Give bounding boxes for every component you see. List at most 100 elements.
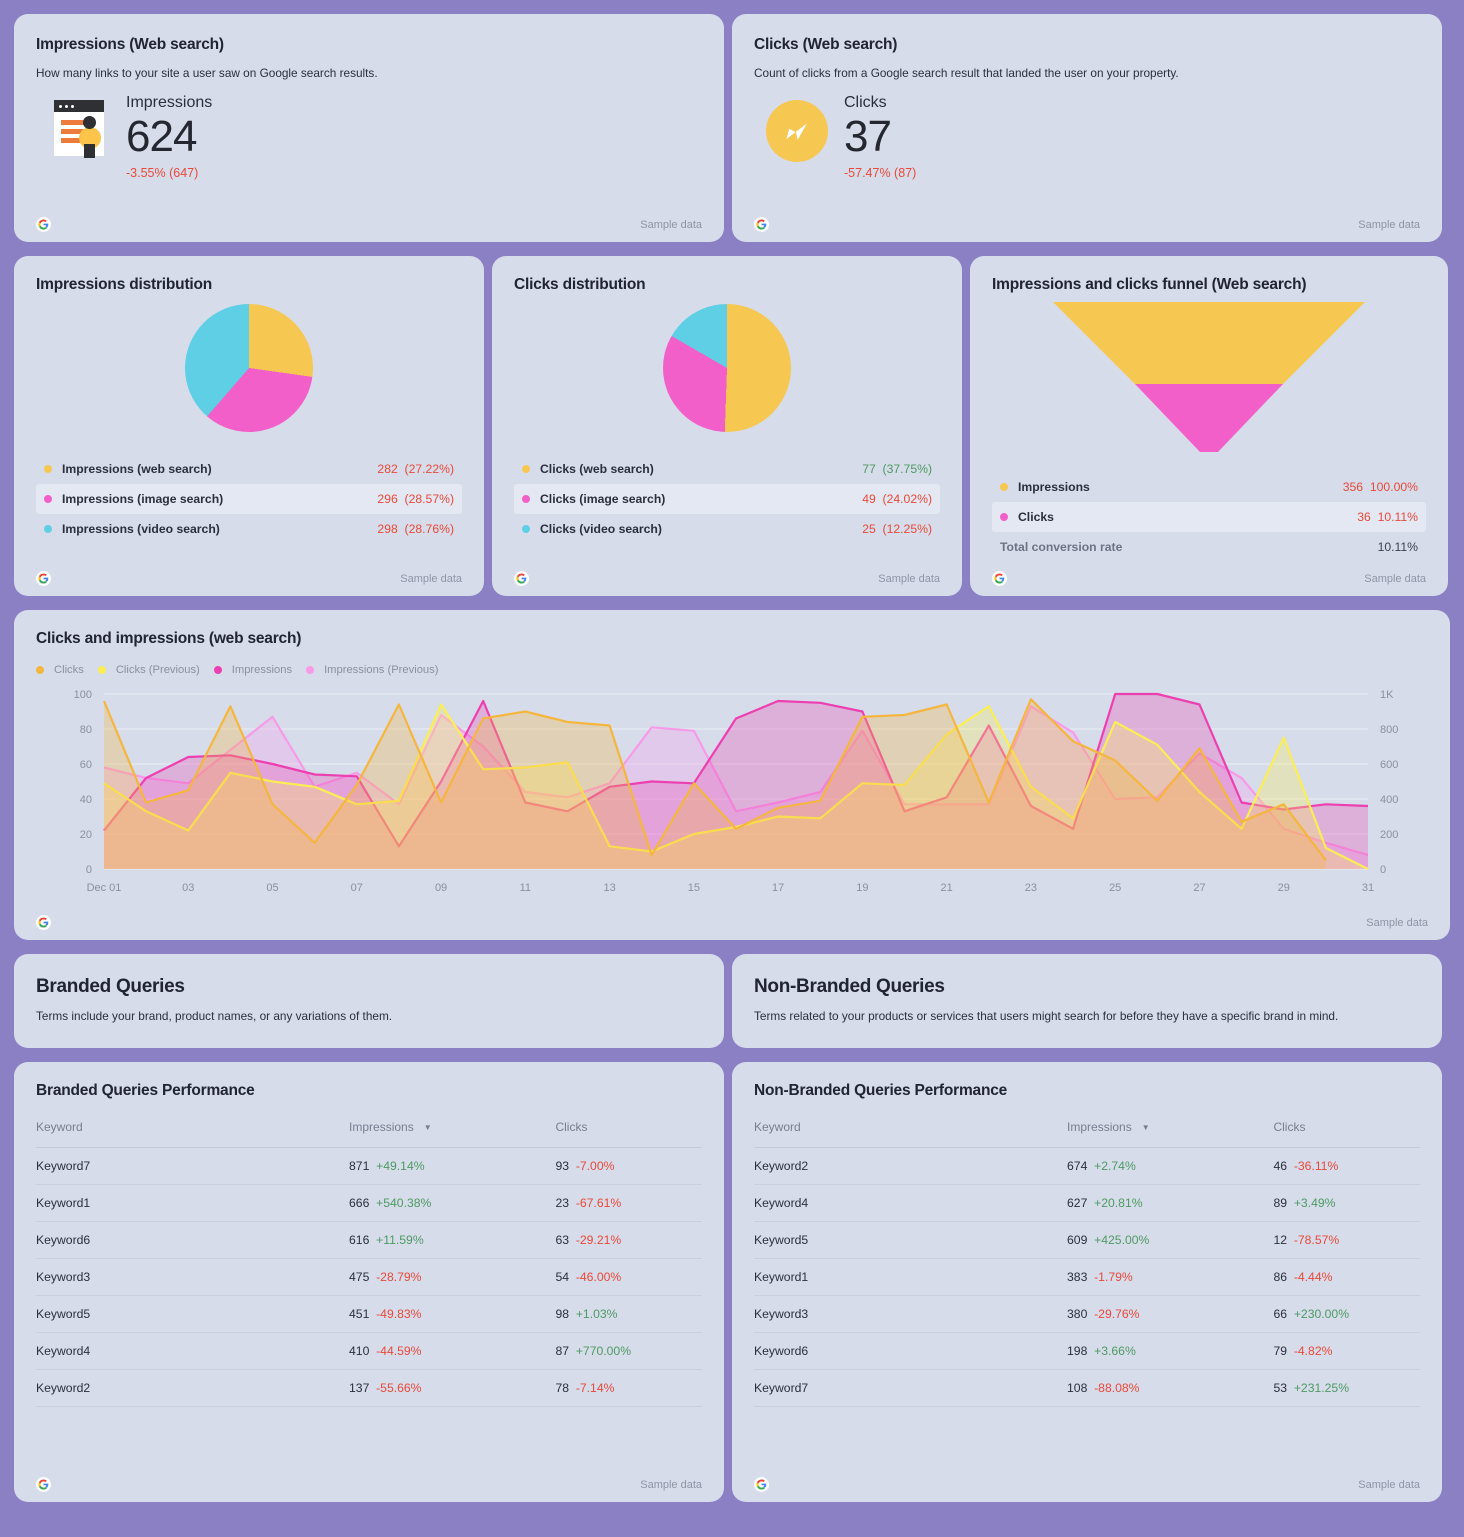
column-header-impressions[interactable]: Impressions ▼ bbox=[349, 1120, 556, 1148]
svg-text:1K: 1K bbox=[1380, 689, 1394, 701]
table-row[interactable]: Keyword6 616 +11.59% 63 -29.21% bbox=[36, 1221, 702, 1259]
table-row[interactable]: Keyword2 674 +2.74% 46 -36.11% bbox=[754, 1147, 1420, 1185]
cell-keyword: Keyword6 bbox=[754, 1332, 1068, 1370]
scorecard-impressions-description: How many links to your site a user saw o… bbox=[36, 66, 378, 80]
sample-data-label: Sample data bbox=[640, 218, 702, 231]
cell-clicks: 78 -7.14% bbox=[555, 1369, 702, 1407]
card-impressions-clicks-funnel[interactable]: Impressions and clicks funnel (Web searc… bbox=[970, 256, 1448, 596]
svg-text:800: 800 bbox=[1380, 724, 1398, 736]
legend-color-dot bbox=[1000, 513, 1008, 521]
legend-label: Impressions (image search) bbox=[62, 492, 224, 506]
svg-text:400: 400 bbox=[1380, 794, 1398, 806]
svg-text:60: 60 bbox=[80, 759, 92, 771]
column-header-impressions[interactable]: Impressions ▼ bbox=[1067, 1120, 1274, 1148]
total-conversion-rate-label: Total conversion rate bbox=[1000, 540, 1123, 554]
cell-impressions: 137 -55.66% bbox=[349, 1369, 556, 1407]
legend-item-impressions[interactable]: Impressions bbox=[213, 664, 292, 676]
cell-keyword: Keyword1 bbox=[754, 1258, 1068, 1296]
table-row[interactable]: Keyword5 451 -49.83% 98 +1.03% bbox=[36, 1295, 702, 1333]
table-row[interactable]: Keyword3 380 -29.76% 66 +230.00% bbox=[754, 1295, 1420, 1333]
table-row[interactable]: Keyword2 137 -55.66% 78 -7.14% bbox=[36, 1369, 702, 1407]
legend-color-dot bbox=[44, 465, 52, 473]
table-row[interactable]: Keyword3 475 -28.79% 54 -46.00% bbox=[36, 1258, 702, 1296]
table-row[interactable]: Keyword4 627 +20.81% 89 +3.49% bbox=[754, 1184, 1420, 1222]
table-row[interactable]: Keyword6 198 +3.66% 79 -4.82% bbox=[754, 1332, 1420, 1370]
table-row[interactable]: Keyword5 609 +425.00% 12 -78.57% bbox=[754, 1221, 1420, 1259]
svg-text:600: 600 bbox=[1380, 759, 1398, 771]
cell-impressions: 616 +11.59% bbox=[349, 1221, 556, 1259]
legend-item[interactable]: Clicks (image search) 49 (24.02%) bbox=[514, 484, 940, 514]
column-header-clicks[interactable]: Clicks bbox=[555, 1120, 702, 1148]
column-header-keyword[interactable]: Keyword bbox=[754, 1120, 1068, 1148]
cell-clicks: 89 +3.49% bbox=[1273, 1184, 1420, 1222]
cell-clicks: 98 +1.03% bbox=[555, 1295, 702, 1333]
scorecard-impressions-title: Impressions (Web search) bbox=[36, 36, 224, 53]
timeseries-plot: 0 20 40 60 80 100 0 200 400 600 800 1K Dec 01 03 05 07 0… bbox=[36, 686, 1428, 901]
card-clicks-impressions-timeseries[interactable]: Clicks and impressions (web search) Clic… bbox=[14, 610, 1450, 940]
legend-value: 356 100.00% bbox=[1342, 480, 1418, 494]
scorecard-impressions[interactable]: Impressions (Web search) How many links … bbox=[14, 14, 724, 242]
cell-impressions: 871 +49.14% bbox=[349, 1147, 556, 1185]
legend-item[interactable]: Clicks (web search) 77 (37.75%) bbox=[514, 454, 940, 484]
svg-text:100: 100 bbox=[74, 689, 92, 701]
table-row[interactable]: Keyword1 383 -1.79% 86 -4.44% bbox=[754, 1258, 1420, 1296]
scorecard-clicks-delta: -57.47% (87) bbox=[844, 166, 917, 181]
cell-impressions: 380 -29.76% bbox=[1067, 1295, 1274, 1333]
cell-impressions: 627 +20.81% bbox=[1067, 1184, 1274, 1222]
scorecard-clicks-title: Clicks (Web search) bbox=[754, 36, 898, 53]
sample-data-label: Sample data bbox=[1358, 218, 1420, 231]
scorecard-clicks-description: Count of clicks from a Google search res… bbox=[754, 66, 1179, 80]
legend-label: Clicks bbox=[54, 664, 84, 676]
legend-item[interactable]: Impressions (image search) 296 (28.57%) bbox=[36, 484, 462, 514]
legend-value: 282 (27.22%) bbox=[377, 462, 454, 476]
legend-value: 298 (28.76%) bbox=[377, 522, 454, 536]
card-nonbranded-queries-performance[interactable]: Non-Branded Queries Performance Keyword … bbox=[732, 1062, 1442, 1502]
cell-keyword: Keyword7 bbox=[754, 1369, 1068, 1407]
impressions-distribution-pie bbox=[36, 304, 462, 432]
legend-color-dot bbox=[213, 666, 222, 674]
table-header-row: Keyword Impressions ▼ Clicks bbox=[36, 1120, 702, 1148]
funnel-title: Impressions and clicks funnel (Web searc… bbox=[992, 276, 1307, 293]
impressions-distribution-legend: Impressions (web search) 282 (27.22%) Im… bbox=[36, 454, 462, 544]
scorecard-clicks[interactable]: Clicks (Web search) Count of clicks from… bbox=[732, 14, 1442, 242]
sample-data-label: Sample data bbox=[400, 572, 462, 585]
svg-text:0: 0 bbox=[1380, 864, 1386, 876]
legend-item[interactable]: Impressions (video search) 298 (28.76%) bbox=[36, 514, 462, 544]
legend-item-clicks-previous[interactable]: Clicks (Previous) bbox=[97, 664, 200, 676]
column-header-clicks[interactable]: Clicks bbox=[1273, 1120, 1420, 1148]
column-header-keyword[interactable]: Keyword bbox=[36, 1120, 350, 1148]
legend-item-clicks[interactable]: Clicks bbox=[36, 664, 84, 676]
clicks-distribution-legend: Clicks (web search) 77 (37.75%) Clicks (… bbox=[514, 454, 940, 544]
sort-descending-icon[interactable]: ▼ bbox=[1141, 1123, 1150, 1133]
google-logo-icon bbox=[992, 571, 1007, 586]
timeseries-legend: Clicks Clicks (Previous) Impressions Imp… bbox=[36, 664, 1428, 676]
legend-color-dot bbox=[44, 495, 52, 503]
svg-text:17: 17 bbox=[772, 882, 784, 894]
cell-clicks: 46 -36.11% bbox=[1273, 1147, 1420, 1185]
legend-item[interactable]: Impressions 356 100.00% bbox=[992, 472, 1426, 502]
card-clicks-distribution[interactable]: Clicks distribution Clicks (web search) … bbox=[492, 256, 962, 596]
table-row[interactable]: Keyword7 871 +49.14% 93 -7.00% bbox=[36, 1147, 702, 1185]
sample-data-label: Sample data bbox=[1358, 1478, 1420, 1491]
impressions-distribution-title: Impressions distribution bbox=[36, 276, 213, 293]
cell-impressions: 198 +3.66% bbox=[1067, 1332, 1274, 1370]
legend-label: Clicks (web search) bbox=[540, 462, 654, 476]
sort-descending-icon[interactable]: ▼ bbox=[423, 1123, 432, 1133]
clicks-distribution-title: Clicks distribution bbox=[514, 276, 646, 293]
legend-item[interactable]: Clicks 36 10.11% bbox=[992, 502, 1426, 532]
legend-item[interactable]: Impressions (web search) 282 (27.22%) bbox=[36, 454, 462, 484]
svg-text:05: 05 bbox=[266, 882, 278, 894]
legend-item-impressions-previous[interactable]: Impressions (Previous) bbox=[306, 664, 438, 676]
card-branded-queries-performance[interactable]: Branded Queries Performance Keyword Impr… bbox=[14, 1062, 724, 1502]
svg-text:13: 13 bbox=[603, 882, 615, 894]
table-row[interactable]: Keyword4 410 -44.59% 87 +770.00% bbox=[36, 1332, 702, 1370]
table-row[interactable]: Keyword7 108 -88.08% 53 +231.25% bbox=[754, 1369, 1420, 1407]
card-impressions-distribution[interactable]: Impressions distribution Impressions (we… bbox=[14, 256, 484, 596]
legend-color-dot bbox=[522, 525, 530, 533]
legend-item[interactable]: Clicks (video search) 25 (12.25%) bbox=[514, 514, 940, 544]
sample-data-label: Sample data bbox=[1364, 572, 1426, 585]
table-row[interactable]: Keyword1 666 +540.38% 23 -67.61% bbox=[36, 1184, 702, 1222]
svg-text:Dec 01: Dec 01 bbox=[87, 882, 122, 894]
legend-value: 296 (28.57%) bbox=[377, 492, 454, 506]
svg-text:80: 80 bbox=[80, 724, 92, 736]
